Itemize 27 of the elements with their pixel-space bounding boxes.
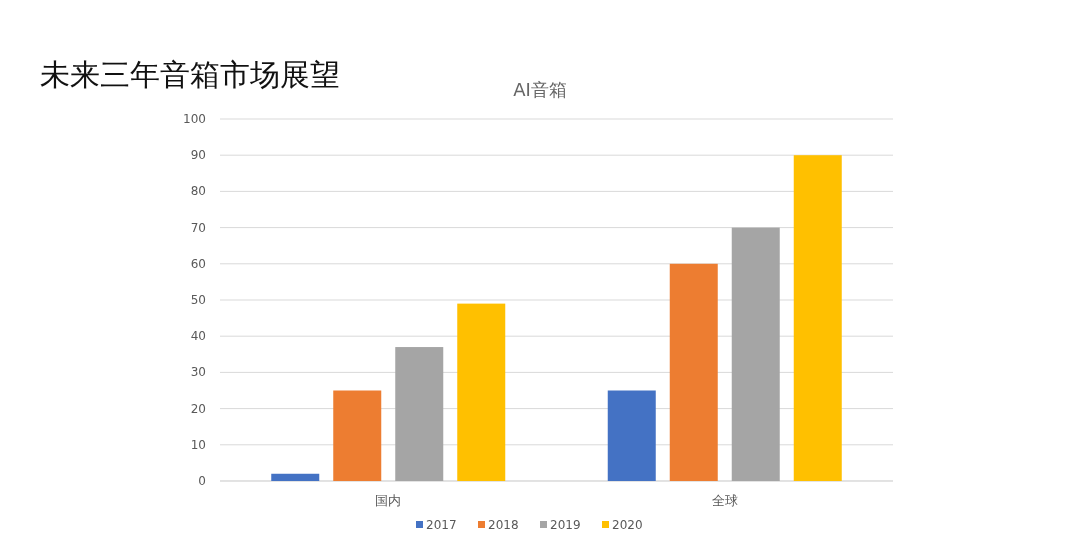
legend-label: 2018: [488, 518, 519, 532]
bar: [395, 347, 444, 481]
bar: [793, 155, 842, 481]
bar: [731, 227, 780, 481]
x-tick-label: 全球: [711, 493, 738, 508]
legend-label: 2019: [550, 518, 581, 532]
y-tick-label: 20: [190, 401, 206, 416]
y-tick-label: 0: [198, 474, 206, 488]
y-tick-label: 10: [190, 437, 206, 452]
y-tick-label: 40: [190, 329, 206, 344]
bar: [333, 390, 382, 481]
y-tick-label: 30: [190, 365, 206, 380]
chart-subtitle: AI音箱: [513, 79, 567, 100]
y-tick-label: 100: [183, 112, 206, 126]
chart-title: 未来三年音箱市场展望: [40, 57, 340, 92]
y-tick-label: 90: [190, 148, 206, 163]
y-tick-label: 80: [190, 184, 206, 199]
x-tick-label: 国内: [375, 493, 402, 508]
y-tick-label: 60: [190, 256, 206, 271]
legend-label: 2017: [426, 518, 457, 532]
y-tick-label: 70: [190, 220, 206, 235]
bar: [607, 390, 656, 481]
y-tick-label: 50: [190, 293, 206, 307]
bar: [271, 473, 320, 481]
bar: [669, 263, 718, 481]
bar: [457, 303, 506, 481]
legend-label: 2020: [612, 518, 643, 532]
